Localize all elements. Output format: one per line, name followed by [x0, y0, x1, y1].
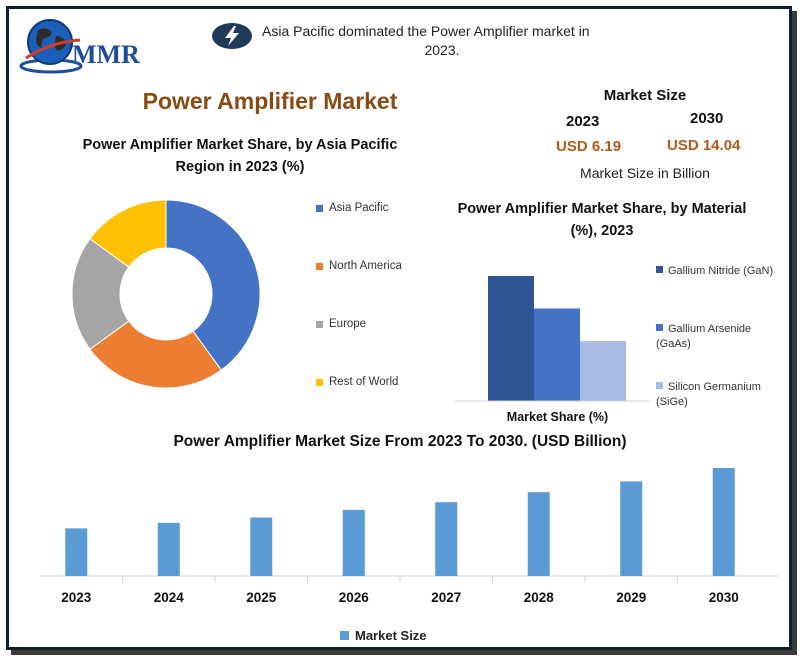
x-tick-label: 2026 — [339, 590, 370, 605]
legend-swatch — [316, 321, 323, 328]
bar-sige — [580, 341, 626, 401]
legend-swatch — [656, 324, 663, 331]
legend-swatch — [316, 205, 323, 212]
bar-2026 — [342, 509, 365, 576]
lightning-icon — [212, 23, 252, 49]
bar-2028 — [527, 492, 550, 576]
market-size-legend: Market Size — [340, 628, 427, 643]
legend-item-rest-of-world: Rest of World — [316, 376, 402, 396]
legend-item-gan: Gallium Nitride (GaN) — [656, 264, 776, 322]
legend-swatch — [316, 263, 323, 270]
x-tick-label: 2029 — [616, 590, 646, 605]
donut-chart-title: Power Amplifier Market Share, by Asia Pa… — [82, 137, 398, 175]
legend-label: Market Size — [355, 628, 427, 643]
x-tick-label: 2030 — [709, 590, 739, 605]
market-size-year-start: 2023 — [566, 113, 600, 130]
slice-north-america — [89, 320, 222, 389]
x-tick-label: 2023 — [61, 590, 92, 605]
legend-item-europe: Europe — [316, 318, 402, 376]
bar-2027 — [435, 502, 458, 576]
page-title: Power Amplifier Market — [142, 88, 398, 114]
globe-logo-icon — [19, 19, 83, 74]
legend-item-north-america: North America — [316, 260, 402, 318]
legend-label: Rest of World — [329, 376, 399, 388]
legend-label: Gallium Arsenide (GaAs) — [656, 323, 752, 350]
market-size-unit: Market Size in Billion — [580, 165, 710, 181]
x-tick-label: 2025 — [246, 590, 277, 605]
donut-legend: Asia Pacific North America Europe Rest o… — [316, 202, 402, 396]
legend-item-asia-pacific: Asia Pacific — [316, 202, 402, 260]
market-size-value-end: USD 14.04 — [667, 137, 741, 154]
x-tick-label: 2024 — [154, 590, 185, 605]
market-size-bar-chart: 2023 2024 2025 2026 2027 2028 2029 2030 — [40, 468, 780, 605]
headline-line-1: Asia Pacific dominated the Power Amplifi… — [262, 23, 590, 39]
material-bar-chart — [455, 276, 650, 402]
material-legend: Gallium Nitride (GaN) Gallium Arsenide (… — [656, 264, 776, 410]
donut-chart — [71, 199, 261, 389]
x-tick-label: 2027 — [431, 590, 461, 605]
legend-item-gaas: Gallium Arsenide (GaAs) — [656, 322, 776, 380]
headline-line-2: 2023. — [424, 42, 460, 58]
legend-label: Gallium Nitride (GaN) — [668, 265, 774, 277]
legend-label: Silicon Germanium (SiGe) — [656, 381, 761, 408]
brand-logo-text: MMR — [72, 40, 140, 69]
market-size-title: Market Size — [603, 87, 687, 104]
market-size-value-start: USD 6.19 — [556, 138, 622, 155]
market-size-chart-title: Power Amplifier Market Size From 2023 To… — [173, 433, 627, 450]
legend-item-sige: Silicon Germanium (SiGe) — [656, 380, 776, 410]
legend-swatch — [316, 379, 323, 386]
bar-2029 — [620, 481, 643, 576]
slice-asia-pacific — [165, 199, 261, 371]
market-size-year-end: 2030 — [690, 110, 724, 127]
bar-2023 — [65, 528, 88, 576]
bar-2024 — [157, 522, 180, 576]
bar-2025 — [250, 517, 273, 576]
slice-rest-of-world — [89, 199, 167, 268]
headline: Asia Pacific dominated the Power Amplifi… — [262, 22, 662, 60]
bar-gaas — [534, 308, 580, 401]
legend-label: Europe — [329, 318, 367, 330]
material-chart-title: Power Amplifier Market Share, by Materia… — [457, 201, 747, 239]
legend-swatch — [656, 382, 663, 389]
material-chart-xlabel: Market Share (%) — [506, 410, 609, 424]
bar-gan — [488, 276, 534, 401]
legend-swatch — [656, 266, 663, 273]
legend-label: Asia Pacific — [329, 202, 389, 214]
legend-label: North America — [329, 260, 402, 272]
x-tick-label: 2028 — [524, 590, 555, 605]
legend-swatch — [340, 631, 349, 640]
bar-2030 — [712, 468, 735, 576]
